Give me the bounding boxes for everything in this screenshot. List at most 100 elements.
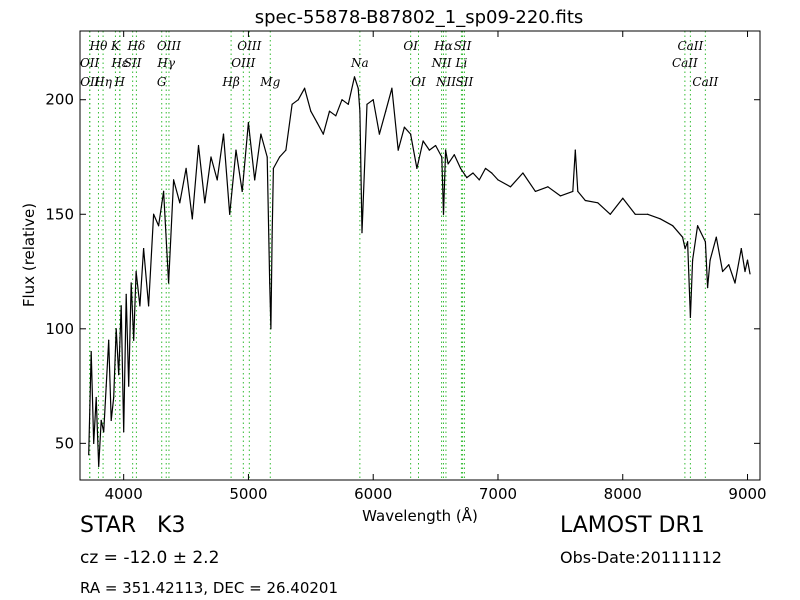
spectral-line-markers bbox=[89, 31, 706, 480]
spectrum-point bbox=[113, 396, 115, 399]
spectrum-point bbox=[128, 385, 130, 387]
axis-ticks: 4000 5000 6000 7000 8000 9000 50 100 150 200 bbox=[45, 31, 767, 503]
line-label-26: CaII bbox=[672, 56, 698, 70]
line-label-17: OI bbox=[403, 39, 418, 53]
spectrum-point bbox=[271, 236, 273, 238]
spectrum-point bbox=[444, 149, 447, 151]
line-label-8: Hδ bbox=[127, 39, 146, 53]
spectrum-point bbox=[728, 264, 730, 266]
spectrum-point bbox=[167, 282, 170, 284]
spectrum-point bbox=[410, 133, 412, 135]
spectrum-point bbox=[472, 172, 474, 174]
line-label-3: Hη bbox=[93, 75, 112, 89]
y-tick-label: 200 bbox=[45, 91, 74, 109]
spectrum-point bbox=[428, 149, 430, 151]
spectrum-point bbox=[572, 190, 574, 192]
spectrum-point bbox=[266, 156, 268, 158]
spectrum-point bbox=[740, 248, 742, 250]
spectrum-point bbox=[577, 190, 579, 192]
plot-frame bbox=[79, 30, 761, 481]
x-axis-label: Wavelength (Å) bbox=[362, 506, 478, 525]
spectrum-point bbox=[279, 156, 281, 158]
spectrum-point bbox=[118, 374, 120, 376]
spectrum-point bbox=[115, 328, 117, 330]
spectrum-point bbox=[260, 133, 262, 135]
observation-date: Obs-Date:20111112 bbox=[560, 548, 722, 567]
spectrum-point bbox=[90, 351, 92, 353]
spectrum-point bbox=[303, 87, 306, 89]
spectrum-point bbox=[235, 149, 237, 151]
spectrum-point bbox=[254, 179, 256, 181]
spectrum-point bbox=[172, 179, 175, 181]
spectrum-point bbox=[378, 133, 381, 135]
spectrum-point bbox=[715, 236, 717, 238]
spectrum-point bbox=[744, 270, 746, 273]
spectrum-point bbox=[682, 236, 684, 238]
spectrum-point bbox=[143, 248, 145, 250]
spectrum-point bbox=[634, 213, 636, 215]
line-label-6: SII bbox=[124, 56, 142, 70]
spectrum-point bbox=[749, 273, 751, 275]
spectrum-point bbox=[316, 122, 318, 124]
line-label-21: NII bbox=[435, 75, 456, 89]
spectrum-point bbox=[158, 225, 160, 227]
line-label-11: G bbox=[157, 75, 167, 89]
spectrum-point bbox=[191, 218, 193, 220]
line-label-0: Hθ bbox=[89, 39, 108, 53]
spectrum-point bbox=[692, 259, 694, 261]
spectrum-point bbox=[88, 454, 90, 456]
line-label-15: Mg bbox=[259, 75, 280, 89]
y-axis-label: Flux (relative) bbox=[20, 203, 38, 307]
survey-name: LAMOST DR1 bbox=[560, 513, 705, 538]
spectrum-point bbox=[434, 144, 437, 147]
spectrum-point bbox=[328, 110, 331, 112]
spectrum-point bbox=[416, 167, 418, 170]
line-label-20: NII bbox=[431, 56, 452, 70]
spectrum-point bbox=[357, 87, 359, 89]
spectrum-point bbox=[204, 202, 206, 204]
line-label-27: CaII bbox=[692, 75, 718, 89]
line-label-13: OIII bbox=[231, 56, 255, 70]
spectrum-point bbox=[422, 140, 424, 142]
line-label-22: SII bbox=[454, 39, 472, 53]
spectrum-point bbox=[597, 202, 599, 204]
spectrum-point bbox=[100, 419, 102, 422]
line-label-10: Hγ bbox=[156, 56, 175, 70]
spectrum-point bbox=[197, 144, 200, 147]
line-label-1: OII bbox=[80, 56, 100, 70]
spectrum-plot bbox=[88, 76, 751, 467]
spectrum-point bbox=[335, 115, 337, 117]
spectrum-point bbox=[341, 99, 343, 101]
spectrum-point bbox=[153, 213, 155, 215]
line-label-19: Hα bbox=[433, 39, 453, 53]
spectrum-point bbox=[684, 248, 686, 250]
line-label-16: Na bbox=[350, 56, 369, 70]
y-tick-label: 50 bbox=[55, 434, 74, 452]
spectrum-point bbox=[441, 156, 443, 158]
spectrum-point bbox=[403, 126, 406, 128]
spectrum-point bbox=[269, 282, 271, 284]
spectrum-point bbox=[746, 259, 749, 261]
spectrum-point bbox=[559, 195, 561, 197]
x-tick-label: 9000 bbox=[728, 485, 766, 503]
spectrum-point bbox=[291, 103, 293, 105]
line-label-5: Hε bbox=[110, 56, 128, 70]
spectrum-point bbox=[574, 149, 576, 151]
spectrum-point bbox=[459, 167, 462, 170]
spectrum-point bbox=[133, 339, 135, 341]
spectrum-point bbox=[162, 190, 165, 192]
spectrum-point bbox=[509, 186, 512, 188]
spectrum-point bbox=[210, 156, 212, 158]
spectrum-point bbox=[353, 76, 356, 78]
spectrum-point bbox=[105, 385, 107, 387]
spectrum-point bbox=[247, 122, 250, 124]
spectrum-point bbox=[272, 167, 274, 170]
spectrum-point bbox=[285, 149, 287, 151]
spectrum-point bbox=[297, 99, 299, 101]
x-tick-label: 4000 bbox=[105, 485, 143, 503]
line-label-14: Hβ bbox=[221, 75, 239, 89]
spectrum-point bbox=[229, 213, 231, 215]
spectrum-point bbox=[442, 213, 445, 215]
